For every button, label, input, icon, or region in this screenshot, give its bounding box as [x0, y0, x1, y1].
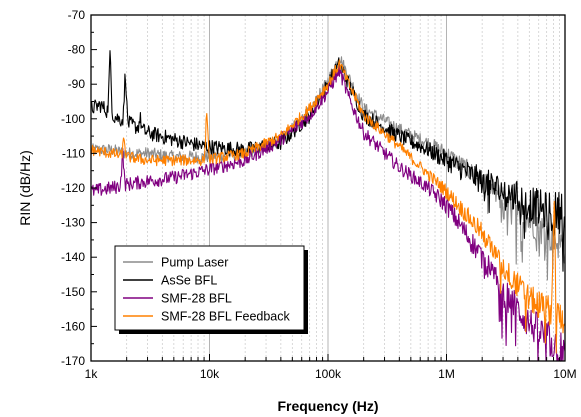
y-tick-label: -170: [61, 354, 85, 368]
y-axis-title: RIN (dB/Hz): [17, 150, 33, 225]
x-tick-label: 1M: [438, 367, 455, 381]
x-tick-label: 10M: [553, 367, 576, 381]
legend: Pump Laser AsSe BFL SMF-28 BFL SMF-28 BFL F…: [114, 245, 308, 334]
y-tick-label: -110: [62, 146, 85, 160]
y-tick-label: -90: [68, 77, 86, 91]
series-line-smf-28-bfl: [90, 64, 566, 362]
y-tick-label: -80: [68, 43, 86, 57]
legend-label: Pump Laser: [161, 256, 228, 270]
y-tick-label: -150: [61, 285, 85, 299]
y-tick-label: -140: [61, 250, 85, 264]
axis-ticks: 1k 10k 100k 1M 10M -70 -80 -90 -100 -110 -120 -130 -…: [61, 8, 577, 381]
x-axis-title: Frequency (Hz): [277, 398, 378, 414]
legend-label: SMF-28 BFL: [161, 292, 232, 306]
y-tick-label: -120: [61, 181, 85, 195]
legend-label: AsSe BFL: [161, 274, 217, 288]
y-tick-label: -160: [61, 319, 85, 333]
x-tick-label: 10k: [200, 367, 220, 381]
series-line-smf-28-bfl-feedback: [90, 59, 566, 354]
y-tick-label: -70: [68, 8, 86, 22]
legend-label: SMF-28 BFL Feedback: [161, 310, 291, 324]
y-tick-label: -100: [61, 112, 85, 126]
x-tick-label: 100k: [315, 367, 342, 381]
y-tick-label: -130: [61, 216, 85, 230]
series-layer: [90, 50, 566, 362]
x-tick-label: 1k: [85, 367, 99, 381]
